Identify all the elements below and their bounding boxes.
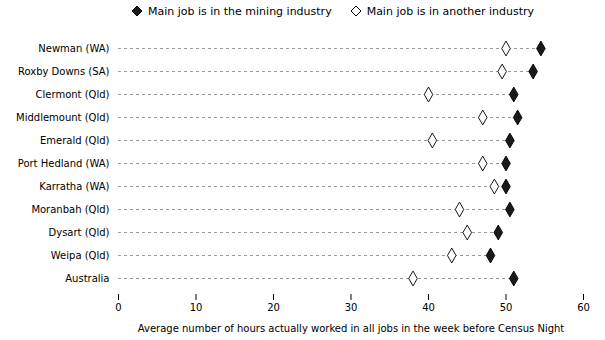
svg-text:Australia: Australia [65, 273, 109, 284]
svg-text:0: 0 [115, 302, 121, 313]
svg-text:Middlemount (Qld): Middlemount (Qld) [16, 112, 110, 123]
svg-text:30: 30 [345, 302, 358, 313]
svg-text:Average number of hours actual: Average number of hours actually worked … [138, 323, 565, 334]
svg-text:Port Hedland (WA): Port Hedland (WA) [18, 158, 110, 169]
svg-text:Weipa (Qld): Weipa (Qld) [51, 250, 110, 261]
svg-text:Karratha (WA): Karratha (WA) [39, 181, 109, 192]
svg-text:10: 10 [190, 302, 203, 313]
svg-text:Moranbah (Qld): Moranbah (Qld) [31, 204, 109, 215]
html-text:Main job is in another industr: Main job is in another industry [366, 4, 534, 18]
svg-text:40: 40 [422, 302, 435, 313]
svg-text:50: 50 [500, 302, 513, 313]
svg-text:Dysart (Qld): Dysart (Qld) [49, 227, 110, 238]
svg-text:20: 20 [267, 302, 280, 313]
svg-text:60: 60 [577, 302, 590, 313]
svg-text:Newman (WA): Newman (WA) [38, 43, 109, 54]
svg-text:Clermont (Qld): Clermont (Qld) [36, 89, 110, 100]
svg-text:Roxby Downs (SA): Roxby Downs (SA) [18, 66, 110, 77]
html-text:Main job is in the mining indu: Main job is in the mining industry [148, 4, 332, 18]
svg-text:Emerald (Qld): Emerald (Qld) [40, 135, 110, 146]
